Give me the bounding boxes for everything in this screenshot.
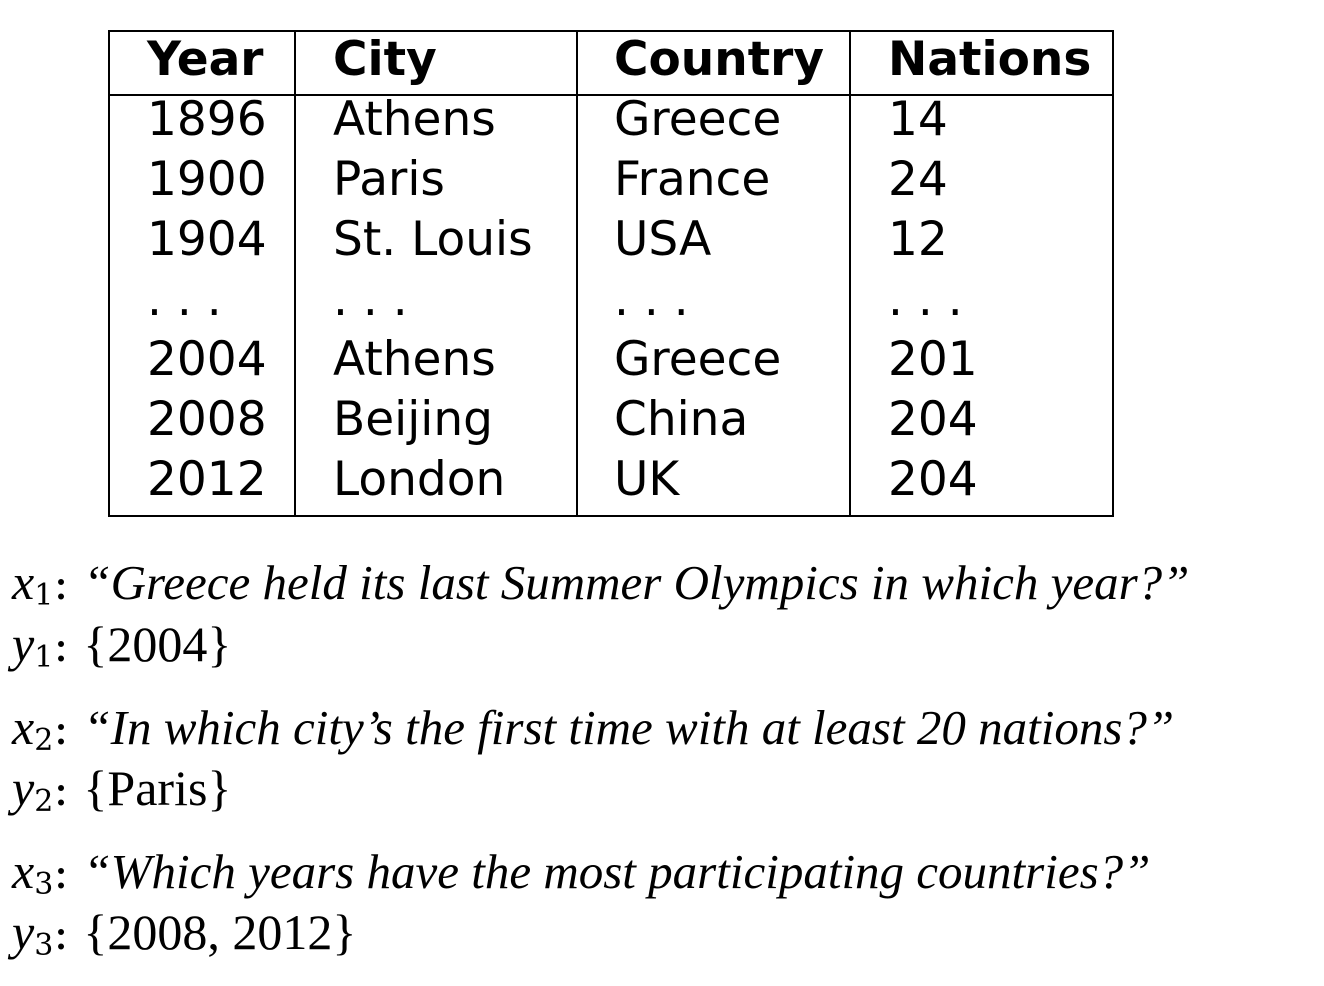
y-variable: y xyxy=(12,904,35,960)
question-line-3: x3: “Which years have the most participa… xyxy=(12,843,1151,902)
olympics-table: Year City Country Nations 1896 Athens Gr… xyxy=(108,30,1114,517)
table-cell: Greece xyxy=(614,92,782,147)
table-cell: Athens xyxy=(333,92,496,147)
table-cell-ellipsis: . . . xyxy=(888,272,963,327)
table-cell: 201 xyxy=(888,332,978,387)
x-variable: x xyxy=(12,843,35,899)
table-cell: London xyxy=(333,452,506,507)
answer-line-2: y2: {Paris} xyxy=(12,760,232,819)
y-variable: y xyxy=(12,760,35,816)
table-cell: 204 xyxy=(888,392,978,447)
table-cell: St. Louis xyxy=(333,212,533,267)
table-cell: 12 xyxy=(888,212,948,267)
answer-line-3: y3: {2008, 2012} xyxy=(12,904,357,963)
column-divider xyxy=(849,32,851,515)
table-cell: 1904 xyxy=(147,212,267,267)
table-cell: Paris xyxy=(333,152,445,207)
header-year: Year xyxy=(147,32,264,87)
header-country: Country xyxy=(614,32,824,87)
x-variable: x xyxy=(12,699,35,755)
table-cell-ellipsis: . . . xyxy=(147,272,222,327)
subscript: 2 xyxy=(34,784,54,819)
table-cell: Greece xyxy=(614,332,782,387)
answer-set: {2004} xyxy=(83,616,232,672)
table-cell: 204 xyxy=(888,452,978,507)
subscript: 3 xyxy=(34,928,54,963)
question-line-1: x1: “Greece held its last Summer Olympic… xyxy=(12,554,1190,613)
table-cell: UK xyxy=(614,452,680,507)
table-cell: USA xyxy=(614,212,712,267)
subscript: 1 xyxy=(34,578,54,613)
question-line-2: x2: “In which city’s the first time with… xyxy=(12,699,1175,758)
header-nations: Nations xyxy=(888,32,1092,87)
header-city: City xyxy=(333,32,437,87)
table-cell-ellipsis: . . . xyxy=(333,272,408,327)
column-divider xyxy=(576,32,578,515)
table-cell: 24 xyxy=(888,152,948,207)
question-text: “Which years have the most participating… xyxy=(83,844,1151,899)
answer-set: {Paris} xyxy=(83,760,232,816)
header-rule xyxy=(110,94,1112,96)
table-cell: 2008 xyxy=(147,392,267,447)
subscript: 1 xyxy=(34,640,54,675)
answer-set: {2008, 2012} xyxy=(83,904,357,960)
table-cell: Athens xyxy=(333,332,496,387)
table-cell: 2004 xyxy=(147,332,267,387)
table-cell: France xyxy=(614,152,771,207)
answer-line-1: y1: {2004} xyxy=(12,616,232,675)
subscript: 3 xyxy=(34,867,54,902)
subscript: 2 xyxy=(34,723,54,758)
column-divider xyxy=(294,32,296,515)
table-cell: Beijing xyxy=(333,392,493,447)
table-cell: 1900 xyxy=(147,152,267,207)
table-cell-ellipsis: . . . xyxy=(614,272,689,327)
x-variable: x xyxy=(12,554,35,610)
table-cell: 1896 xyxy=(147,92,267,147)
question-text: “Greece held its last Summer Olympics in… xyxy=(83,555,1190,610)
table-cell: China xyxy=(614,392,749,447)
table-cell: 2012 xyxy=(147,452,267,507)
table-cell: 14 xyxy=(888,92,948,147)
y-variable: y xyxy=(12,616,35,672)
question-text: “In which city’s the first time with at … xyxy=(83,700,1175,755)
